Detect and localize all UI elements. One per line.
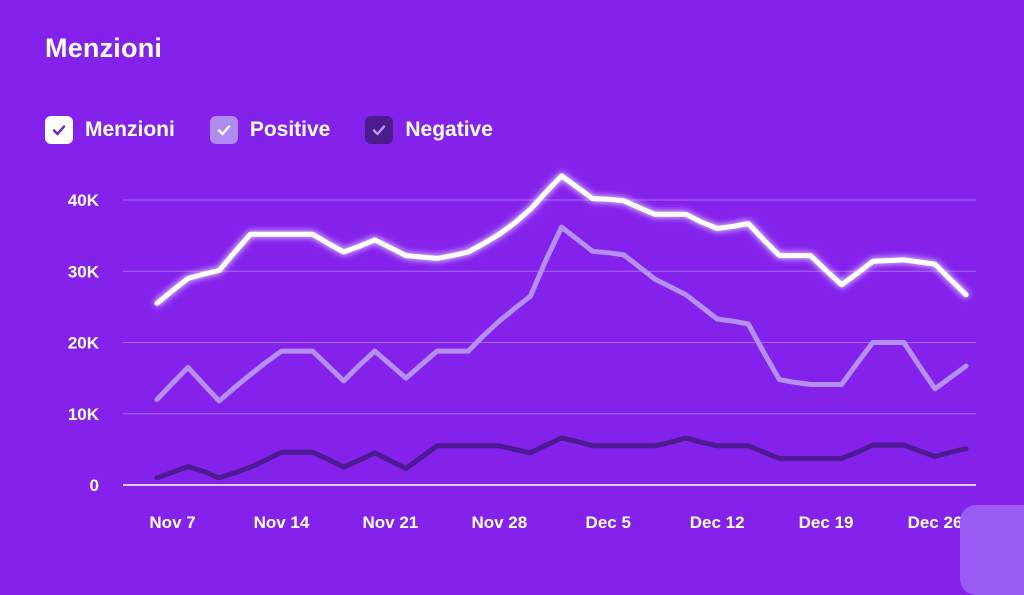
- x-tick-label: Nov 7: [149, 513, 195, 532]
- y-tick-label: 0: [90, 476, 99, 495]
- x-tick-label: Dec 5: [586, 513, 631, 532]
- legend-label: Positive: [249, 118, 331, 141]
- legend-item-menzioni[interactable]: Menzioni: [45, 116, 175, 144]
- chart-title: Menzioni: [45, 33, 163, 63]
- legend-label: Negative: [405, 118, 493, 141]
- legend-item-negative[interactable]: Negative: [365, 116, 493, 144]
- check-icon[interactable]: [209, 116, 238, 144]
- series-line-positive: [154, 224, 969, 404]
- series-line-menzioni: [154, 173, 969, 306]
- y-tick-label: 10K: [68, 405, 100, 424]
- x-tick-label: Nov 21: [363, 513, 419, 532]
- legend: Menzioni Positive Negative: [45, 116, 528, 144]
- legend-item-positive[interactable]: Positive: [209, 116, 331, 144]
- x-tick-label: Nov 28: [471, 513, 527, 532]
- chart-card: Menzioni Menzioni Positive Negative: [45, 33, 1024, 595]
- y-tick-label: 40K: [68, 191, 100, 210]
- series-line-negative: [154, 435, 969, 481]
- x-tick-label: Nov 14: [254, 513, 310, 532]
- x-tick-label: Dec 19: [799, 513, 854, 532]
- line-chart: 0 10K 20K 30K 40K Nov 7 Nov 14 Nov 21 Nov 28 Dec…: [68, 173, 976, 532]
- x-tick-label: Dec 12: [690, 513, 745, 532]
- x-tick-label: Dec 26: [908, 513, 963, 532]
- y-tick-label: 30K: [68, 262, 100, 281]
- check-icon[interactable]: [365, 116, 394, 144]
- check-icon[interactable]: [45, 116, 73, 144]
- y-tick-label: 20K: [68, 334, 100, 353]
- corner-card: [960, 505, 1024, 595]
- legend-label: Menzioni: [85, 118, 175, 141]
